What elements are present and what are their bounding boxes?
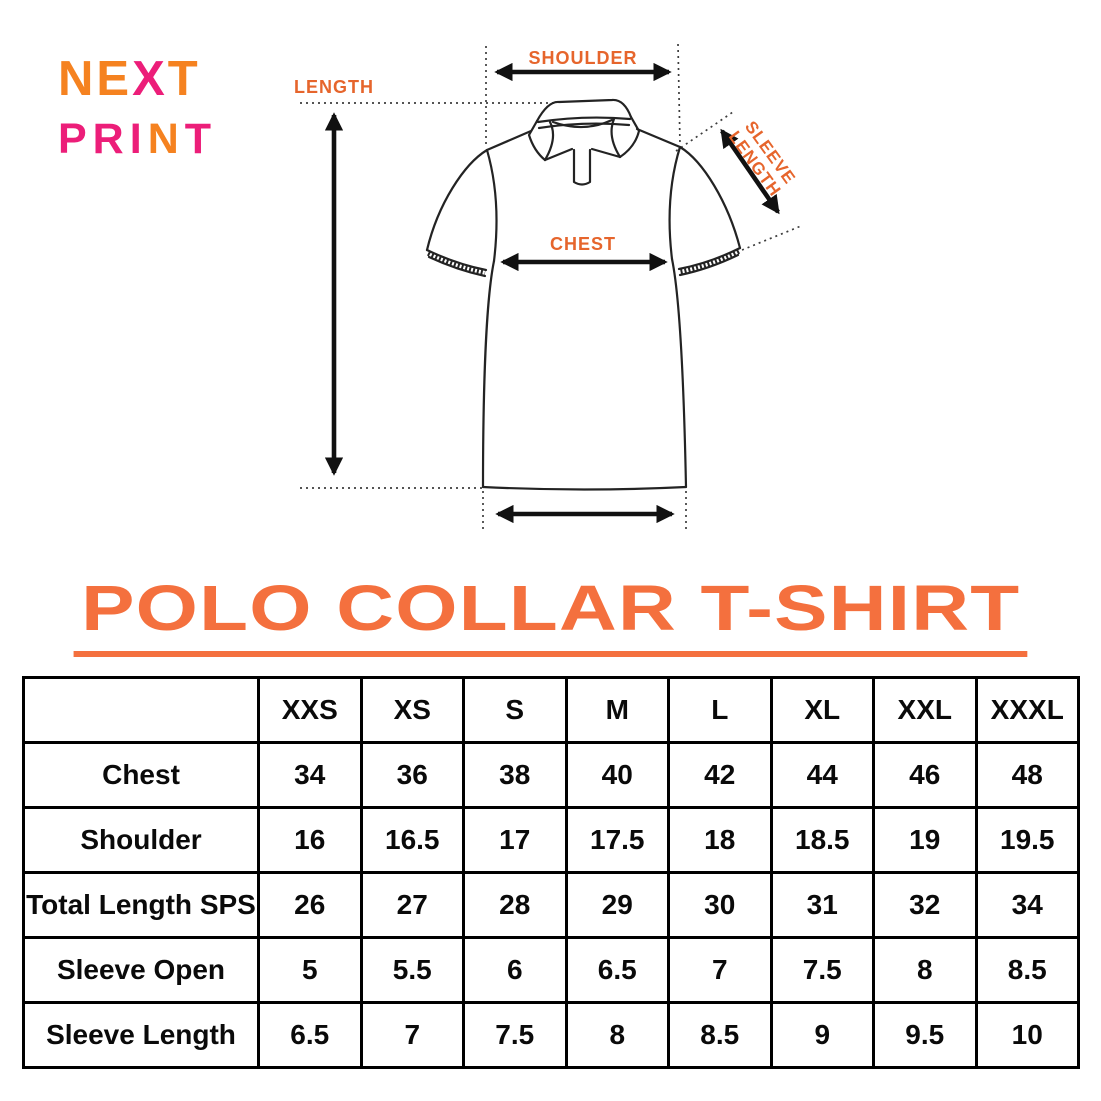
measurement-value-cell: 18.5	[769, 806, 875, 874]
title-block: POLO COLLAR T-SHIRT	[0, 573, 1101, 658]
measurement-value-cell: 29	[564, 871, 670, 939]
measurement-value-cell: 34	[257, 741, 363, 809]
measurement-value-cell: 8	[564, 1001, 670, 1069]
measurement-value-cell: 7	[359, 1001, 465, 1069]
polo-shirt-outline	[425, 98, 742, 491]
measurement-value-cell: 7.5	[462, 1001, 568, 1069]
measurement-value-cell: 31	[769, 871, 875, 939]
guide-lines	[300, 43, 802, 532]
corner-cell	[22, 676, 260, 744]
measurement-value-cell: 36	[359, 741, 465, 809]
size-column-header: M	[564, 676, 670, 744]
size-column-header: XS	[359, 676, 465, 744]
measurement-value-cell: 26	[257, 871, 363, 939]
logo-word-next: NEXT	[58, 55, 217, 104]
measurement-value-cell: 17	[462, 806, 568, 874]
measurement-value-cell: 8	[872, 936, 978, 1004]
measurement-value-cell: 48	[974, 741, 1080, 809]
measurement-value-cell: 28	[462, 871, 568, 939]
measurement-value-cell: 8.5	[974, 936, 1080, 1004]
measurement-value-cell: 7.5	[769, 936, 875, 1004]
polo-shirt-line-art	[300, 43, 802, 532]
size-table-row: Sleeve Open 5 5.5 6 6.5 7 7.5 8 8.5	[22, 936, 1080, 1004]
shoulder-label: SHOULDER	[528, 48, 638, 68]
page-title: POLO COLLAR T-SHIRT	[73, 573, 1028, 658]
logo-next-part-3: T	[167, 52, 201, 106]
brand-logo: NEXT PRINT	[58, 55, 217, 161]
logo-word-print: PRINT	[58, 118, 217, 161]
size-column-header: XXL	[872, 676, 978, 744]
measurement-value-cell: 30	[667, 871, 773, 939]
measurement-value-cell: 16	[257, 806, 363, 874]
measurement-value-cell: 18	[667, 806, 773, 874]
measurement-value-cell: 38	[462, 741, 568, 809]
measurement-row-label: Total Length SPS	[22, 871, 260, 939]
measurement-row-label: Sleeve Length	[22, 1001, 260, 1069]
logo-print-part-3: T	[184, 115, 218, 163]
measurement-value-cell: 9.5	[872, 1001, 978, 1069]
size-chart-table: XXS XS S M L XL XXL XXXL Chest 34 36 38 40 42 44 46 48 S…	[22, 676, 1080, 1069]
measurement-row-label: Chest	[22, 741, 260, 809]
measurement-row-label: Sleeve Open	[22, 936, 260, 1004]
measurement-value-cell: 8.5	[667, 1001, 773, 1069]
size-table-row: Chest 34 36 38 40 42 44 46 48	[22, 741, 1080, 809]
measurement-value-cell: 16.5	[359, 806, 465, 874]
measurement-value-cell: 6.5	[564, 936, 670, 1004]
measurement-value-cell: 42	[667, 741, 773, 809]
sleeve-length-arrow	[720, 128, 780, 215]
measurement-value-cell: 32	[872, 871, 978, 939]
measurement-value-cell: 17.5	[564, 806, 670, 874]
size-table-header-row: XXS XS S M L XL XXL XXXL	[22, 676, 1080, 744]
measurement-value-cell: 5.5	[359, 936, 465, 1004]
size-table-row: Sleeve Length 6.5 7 7.5 8 8.5 9 9.5 10	[22, 1001, 1080, 1069]
size-table-row: Shoulder 16 16.5 17 17.5 18 18.5 19 19.5	[22, 806, 1080, 874]
measurement-value-cell: 40	[564, 741, 670, 809]
measurement-value-cell: 6	[462, 936, 568, 1004]
logo-print-part-1: PRI	[58, 115, 148, 163]
logo-next-part-2: X	[132, 52, 168, 106]
measurement-value-cell: 10	[974, 1001, 1080, 1069]
measurement-value-cell: 46	[872, 741, 978, 809]
chest-label: CHEST	[549, 234, 616, 254]
size-column-header: L	[667, 676, 773, 744]
measurement-value-cell: 9	[769, 1001, 875, 1069]
measurement-value-cell: 7	[667, 936, 773, 1004]
measurement-value-cell: 44	[769, 741, 875, 809]
length-label: LENGTH	[294, 77, 374, 97]
size-table-body: Chest 34 36 38 40 42 44 46 48 Shoulder 16 16.5 17 17.…	[22, 741, 1080, 1069]
logo-print-part-2: N	[147, 115, 185, 163]
measurement-diagram: LENGTH SHOULDER CHEST SLEEVE LENGTH	[294, 43, 802, 532]
size-column-header: XXS	[257, 676, 363, 744]
size-column-header: XXXL	[974, 676, 1080, 744]
measurement-value-cell: 6.5	[257, 1001, 363, 1069]
logo-next-part-1: NE	[58, 52, 133, 106]
measurement-value-cell: 27	[359, 871, 465, 939]
measurement-value-cell: 19	[872, 806, 978, 874]
size-table-row: Total Length SPS 26 27 28 29 30 31 32 34	[22, 871, 1080, 939]
size-column-header: XL	[769, 676, 875, 744]
measurement-value-cell: 34	[974, 871, 1080, 939]
measurement-row-label: Shoulder	[22, 806, 260, 874]
cuff-ribbing	[427, 249, 740, 276]
measurement-value-cell: 5	[257, 936, 363, 1004]
size-column-header: S	[462, 676, 568, 744]
measurement-value-cell: 19.5	[974, 806, 1080, 874]
